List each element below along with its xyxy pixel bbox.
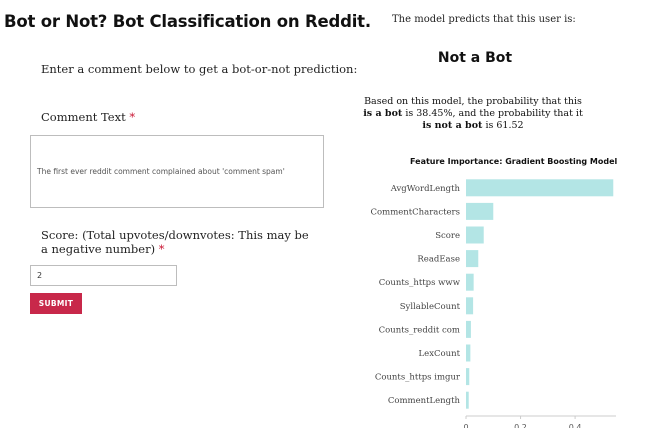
score-value: 2 — [37, 271, 43, 280]
required-mark: * — [129, 110, 136, 124]
category-label: Counts_https www — [379, 278, 461, 288]
bar-counts-https-www — [466, 273, 474, 291]
x-tick-label: 0.2 — [514, 423, 527, 428]
probability-text: Based on this model, the probability tha… — [363, 96, 583, 131]
required-mark: * — [158, 242, 165, 256]
bar-lexcount — [466, 344, 471, 362]
comment-value: The first ever reddit comment complained… — [37, 167, 285, 176]
comment-text-label: Comment Text * — [41, 110, 136, 124]
x-tick-label: 0 — [463, 423, 468, 428]
category-label: CommentLength — [388, 396, 461, 406]
category-label: LexCount — [419, 349, 461, 359]
comment-textarea[interactable]: The first ever reddit comment complained… — [30, 135, 324, 208]
chart-title: Feature Importance: Gradient Boosting Mo… — [410, 157, 618, 166]
category-label: AvgWordLength — [390, 184, 461, 194]
bar-syllablecount — [466, 297, 474, 315]
feature-importance-chart: AvgWordLength CommentCharacters Score ReadE… — [371, 179, 616, 428]
page-title: Bot or Not? Bot Classification on Reddit… — [4, 12, 371, 31]
bar-score — [466, 226, 484, 244]
intro-text: Enter a comment below to get a bot-or-no… — [41, 62, 358, 76]
bar-avgwordlength — [466, 179, 614, 197]
submit-button[interactable]: SUBMIT — [30, 293, 82, 314]
bar-counts-reddit-com — [466, 320, 471, 338]
category-label: Counts_https imgur — [375, 373, 461, 383]
score-input[interactable]: 2 — [30, 265, 177, 286]
prediction-header: The model predicts that this user is: — [392, 14, 576, 25]
score-label: Score: (Total upvotes/downvotes: This ma… — [41, 228, 309, 256]
prediction-result: Not a Bot — [437, 50, 513, 66]
category-label: SyllableCount — [400, 302, 461, 312]
category-label: CommentCharacters — [371, 207, 460, 217]
x-tick-label: 0.4 — [569, 423, 582, 428]
bar-readease — [466, 250, 479, 268]
category-label: Counts_reddit com — [379, 325, 460, 335]
category-label: Score — [435, 231, 460, 241]
bar-commentcharacters — [466, 202, 494, 220]
bar-counts-https-imgur — [466, 368, 470, 386]
bar-commentlength — [466, 391, 469, 409]
category-label: ReadEase — [417, 255, 460, 265]
